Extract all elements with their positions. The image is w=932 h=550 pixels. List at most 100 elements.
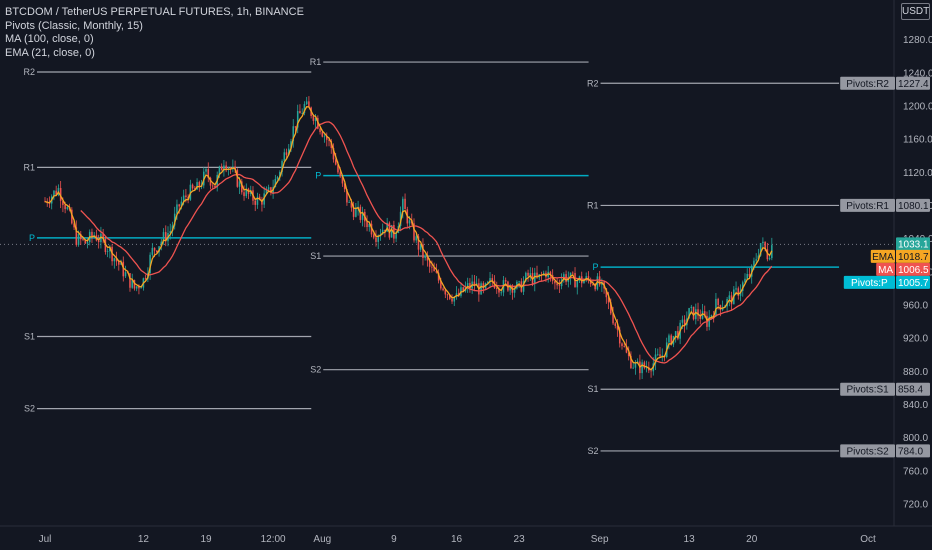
candle-body	[489, 278, 491, 282]
candle-body	[440, 280, 442, 289]
currency-button[interactable]: USDT	[901, 3, 930, 20]
pivot-tag-value-bg	[896, 444, 930, 458]
candle-body	[621, 343, 623, 347]
candle-body	[697, 309, 699, 316]
x-tick-label: 23	[514, 534, 526, 545]
indicator-tag-value-bg	[896, 262, 930, 276]
candle-body	[710, 315, 713, 317]
candle-body	[437, 272, 440, 281]
candle-body	[699, 315, 702, 319]
candle-body	[75, 227, 78, 245]
candle-body	[218, 166, 221, 175]
x-tick-label: 9	[391, 534, 397, 545]
candle-body	[556, 283, 558, 286]
candle-body	[243, 192, 245, 197]
candle-body	[424, 255, 426, 259]
candle-body	[567, 278, 570, 282]
candle-body	[113, 258, 116, 262]
candle-body	[169, 230, 172, 233]
candle-body	[86, 242, 89, 244]
pivots-indicator-label[interactable]: Pivots (Classic, Monthly, 15)	[5, 19, 143, 32]
candle-body	[513, 288, 516, 293]
pivot-tag-value: 1080.1	[898, 201, 929, 212]
candle-body	[182, 195, 185, 202]
candle-body	[223, 165, 225, 171]
x-tick-label: 12:00	[261, 534, 286, 545]
candle-body	[417, 236, 420, 250]
candle-body	[583, 280, 585, 284]
candle-body	[308, 101, 310, 108]
candle-body	[495, 287, 498, 289]
candle-body	[431, 266, 433, 268]
candle-body	[491, 278, 494, 281]
candle-body	[759, 243, 762, 256]
candle-body	[292, 126, 295, 142]
candle-body	[730, 295, 733, 305]
candle-body	[444, 290, 447, 295]
candle-body	[339, 172, 341, 177]
candle-body	[381, 229, 384, 235]
symbol-title[interactable]: BTCDOM / TetherUS PERPETUAL FUTURES, 1h,…	[5, 6, 304, 18]
candle-body	[73, 223, 75, 228]
candle-body	[348, 202, 350, 203]
candle-body	[205, 169, 207, 172]
candle-body	[102, 233, 104, 240]
candle-body	[451, 298, 453, 302]
candle-body	[156, 250, 158, 253]
ma-line	[80, 121, 773, 364]
candle-body	[558, 285, 561, 287]
candle-body	[692, 306, 695, 320]
y-tick-label: 960.0	[903, 301, 928, 312]
candle-body	[135, 286, 138, 289]
candle-body	[207, 169, 210, 178]
candle-body	[144, 278, 147, 280]
candle-body	[426, 255, 429, 261]
candle-body	[124, 272, 127, 277]
y-tick-label: 840.0	[903, 400, 928, 411]
candle-body	[301, 112, 303, 114]
candle-body	[755, 259, 757, 261]
indicator-tag-value-bg	[896, 249, 930, 263]
candle-body	[162, 232, 165, 242]
candle-body	[703, 311, 706, 316]
pivot-label-s1: S1	[310, 251, 321, 261]
candle-body	[276, 177, 279, 179]
candle-body	[285, 152, 288, 155]
candle-body	[549, 271, 552, 276]
y-tick-label: 920.0	[903, 334, 928, 345]
candle-body	[77, 233, 80, 245]
candle-body	[741, 282, 744, 291]
y-tick-label: 800.0	[903, 433, 928, 444]
candle-body	[449, 294, 451, 299]
pivot-label-s2: S2	[588, 446, 599, 456]
pivot-tag-value: 1227.4	[898, 79, 929, 90]
candle-body	[196, 182, 198, 190]
candle-body	[180, 201, 183, 207]
candle-body	[312, 116, 315, 121]
candle-body	[64, 204, 66, 210]
candle-body	[533, 272, 536, 285]
candle-body	[446, 294, 449, 296]
candle-body	[625, 346, 628, 353]
candle-body	[194, 188, 196, 190]
candle-body	[719, 305, 722, 311]
candle-body	[690, 306, 693, 309]
ma-indicator-label[interactable]: MA (100, close, 0)	[5, 33, 94, 45]
candle-body	[632, 367, 634, 369]
indicator-tag-label: Pivots:P	[851, 278, 888, 289]
candle-body	[654, 354, 657, 364]
candle-body	[256, 196, 259, 205]
candle-body	[341, 176, 344, 184]
candle-body	[645, 367, 648, 369]
candle-body	[395, 232, 397, 239]
candle-body	[610, 302, 612, 314]
candle-body	[402, 198, 404, 212]
y-tick-label: 1240.0	[903, 68, 932, 79]
pivot-tag-value-bg	[896, 76, 930, 90]
candle-body	[238, 181, 241, 187]
candle-body	[48, 203, 51, 204]
candle-body	[319, 128, 321, 133]
ema-indicator-label[interactable]: EMA (21, close, 0)	[5, 46, 95, 59]
chart-legend: BTCDOM / TetherUS PERPETUAL FUTURES, 1h,…	[5, 6, 304, 60]
